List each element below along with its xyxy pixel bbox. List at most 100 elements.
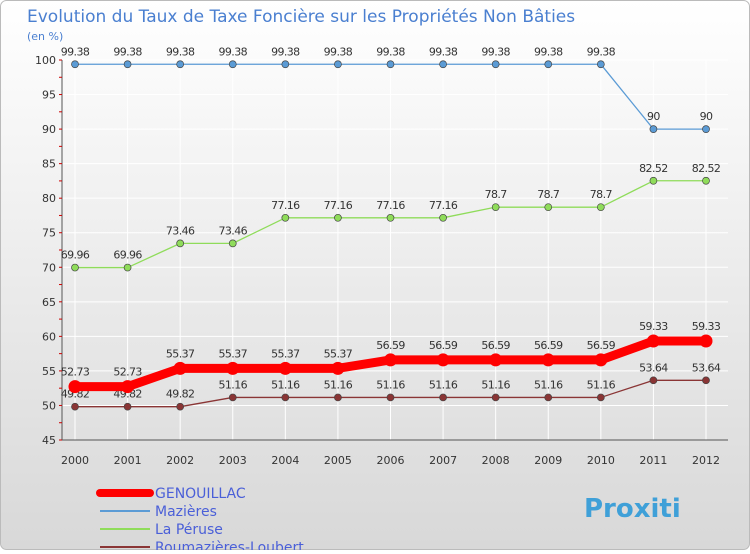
data-label: 73.46: [219, 224, 248, 237]
data-label: 78.7: [485, 188, 508, 201]
data-label: 51.16: [376, 378, 405, 391]
data-point: [596, 60, 605, 69]
x-tick-label: 2006: [377, 454, 405, 467]
data-label: 90: [647, 110, 660, 123]
data-point: [384, 353, 397, 367]
data-point: [334, 60, 342, 69]
y-tick-label: 75: [42, 227, 56, 240]
y-tick-label: 90: [42, 123, 56, 136]
y-tick-label: 70: [42, 261, 56, 274]
data-label: 78.7: [537, 188, 560, 201]
data-label: 52.73: [61, 366, 90, 379]
data-label: 51.16: [271, 378, 300, 391]
y-axis-unit-label: (en %): [27, 30, 63, 43]
data-point: [646, 334, 660, 348]
data-point: [331, 361, 345, 375]
y-tick-label: 50: [42, 399, 56, 412]
data-label: 99.38: [376, 45, 405, 58]
data-label: 82.52: [692, 162, 721, 175]
y-tick-label: 45: [42, 434, 56, 447]
series: 99.38 99.38 99.38 99.38 99.38 99.38 99.38 99.38…: [61, 45, 721, 411]
series-la-p-ruse: 69.96 69.96 73.46 73.46 77.16 77.16 77.16 77.16…: [61, 162, 721, 272]
data-point: [281, 213, 290, 222]
data-point: [176, 402, 185, 411]
data-point: [544, 203, 553, 212]
data-label: 49.82: [166, 388, 195, 401]
data-point: [596, 203, 605, 212]
chart-title: Evolution du Taux de Taxe Foncière sur l…: [27, 7, 575, 27]
axes: 45 50 55 60 65 70 75 80 85 90 95 100 2000 2001 2002 200…: [35, 54, 728, 467]
data-point: [123, 263, 132, 272]
x-tick-label: 2004: [271, 454, 299, 467]
data-label: 51.16: [429, 378, 458, 391]
data-point: [386, 60, 395, 69]
data-label: 77.16: [271, 199, 300, 212]
proxiti-logo: Proxiti: [584, 494, 681, 524]
data-point: [594, 353, 608, 367]
data-label: 99.38: [113, 45, 142, 58]
data-point: [491, 393, 500, 402]
data-label: 51.16: [481, 378, 510, 391]
data-label: 59.33: [692, 320, 721, 333]
data-label: 99.38: [534, 45, 563, 58]
x-tick-label: 2001: [114, 454, 142, 467]
data-point: [386, 393, 395, 402]
data-label: 99.38: [481, 45, 510, 58]
x-tick-label: 2012: [692, 454, 720, 467]
data-point: [439, 213, 447, 222]
data-point: [71, 263, 79, 272]
data-label: 55.37: [324, 347, 353, 360]
data-point: [649, 376, 658, 385]
legend-label: Mazières: [155, 504, 217, 520]
data-label: 56.59: [376, 339, 405, 352]
data-point: [541, 353, 555, 367]
data-point: [386, 213, 395, 222]
data-label: 55.37: [271, 347, 300, 360]
data-point: [596, 393, 605, 402]
data-label: 99.38: [166, 45, 195, 58]
data-label: 56.59: [534, 339, 563, 352]
data-point: [68, 380, 82, 394]
data-point: [123, 60, 132, 69]
data-label: 55.37: [166, 347, 195, 360]
data-point: [71, 402, 79, 411]
data-point: [702, 176, 710, 185]
data-label: 56.59: [429, 339, 458, 352]
data-point: [436, 353, 450, 367]
y-tick-label: 100: [35, 54, 56, 67]
data-point: [702, 125, 710, 133]
y-tick-label: 85: [42, 158, 56, 171]
data-point: [173, 361, 187, 375]
data-label: 51.16: [534, 378, 563, 391]
grid: [62, 59, 728, 441]
data-point: [544, 60, 553, 69]
data-label: 99.38: [271, 45, 300, 58]
data-label: 51.16: [324, 378, 353, 391]
data-label: 59.33: [639, 320, 668, 333]
data-label: 90: [700, 110, 713, 123]
data-label: 56.59: [587, 339, 616, 352]
series-mazi-res: 99.38 99.38 99.38 99.38 99.38 99.38 99.38 99.38…: [61, 45, 714, 133]
x-tick-label: 2007: [429, 454, 457, 467]
data-point: [71, 60, 79, 69]
data-point: [439, 60, 447, 69]
data-point: [699, 334, 713, 348]
x-tick-label: 2011: [639, 454, 667, 467]
data-label: 51.16: [587, 378, 616, 391]
data-point: [649, 176, 658, 185]
legend-label: GENOUILLAC: [155, 486, 246, 502]
data-label: 99.38: [429, 45, 458, 58]
data-label: 53.64: [692, 361, 721, 374]
x-tick-label: 2010: [587, 454, 615, 467]
x-tick-label: 2002: [166, 454, 194, 467]
data-point: [491, 60, 500, 69]
y-tick-label: 65: [42, 296, 56, 309]
data-label: 77.16: [324, 199, 353, 212]
data-point: [228, 239, 237, 248]
data-point: [281, 393, 290, 402]
data-label: 99.38: [324, 45, 353, 58]
data-point: [439, 393, 447, 402]
data-point: [489, 353, 503, 367]
